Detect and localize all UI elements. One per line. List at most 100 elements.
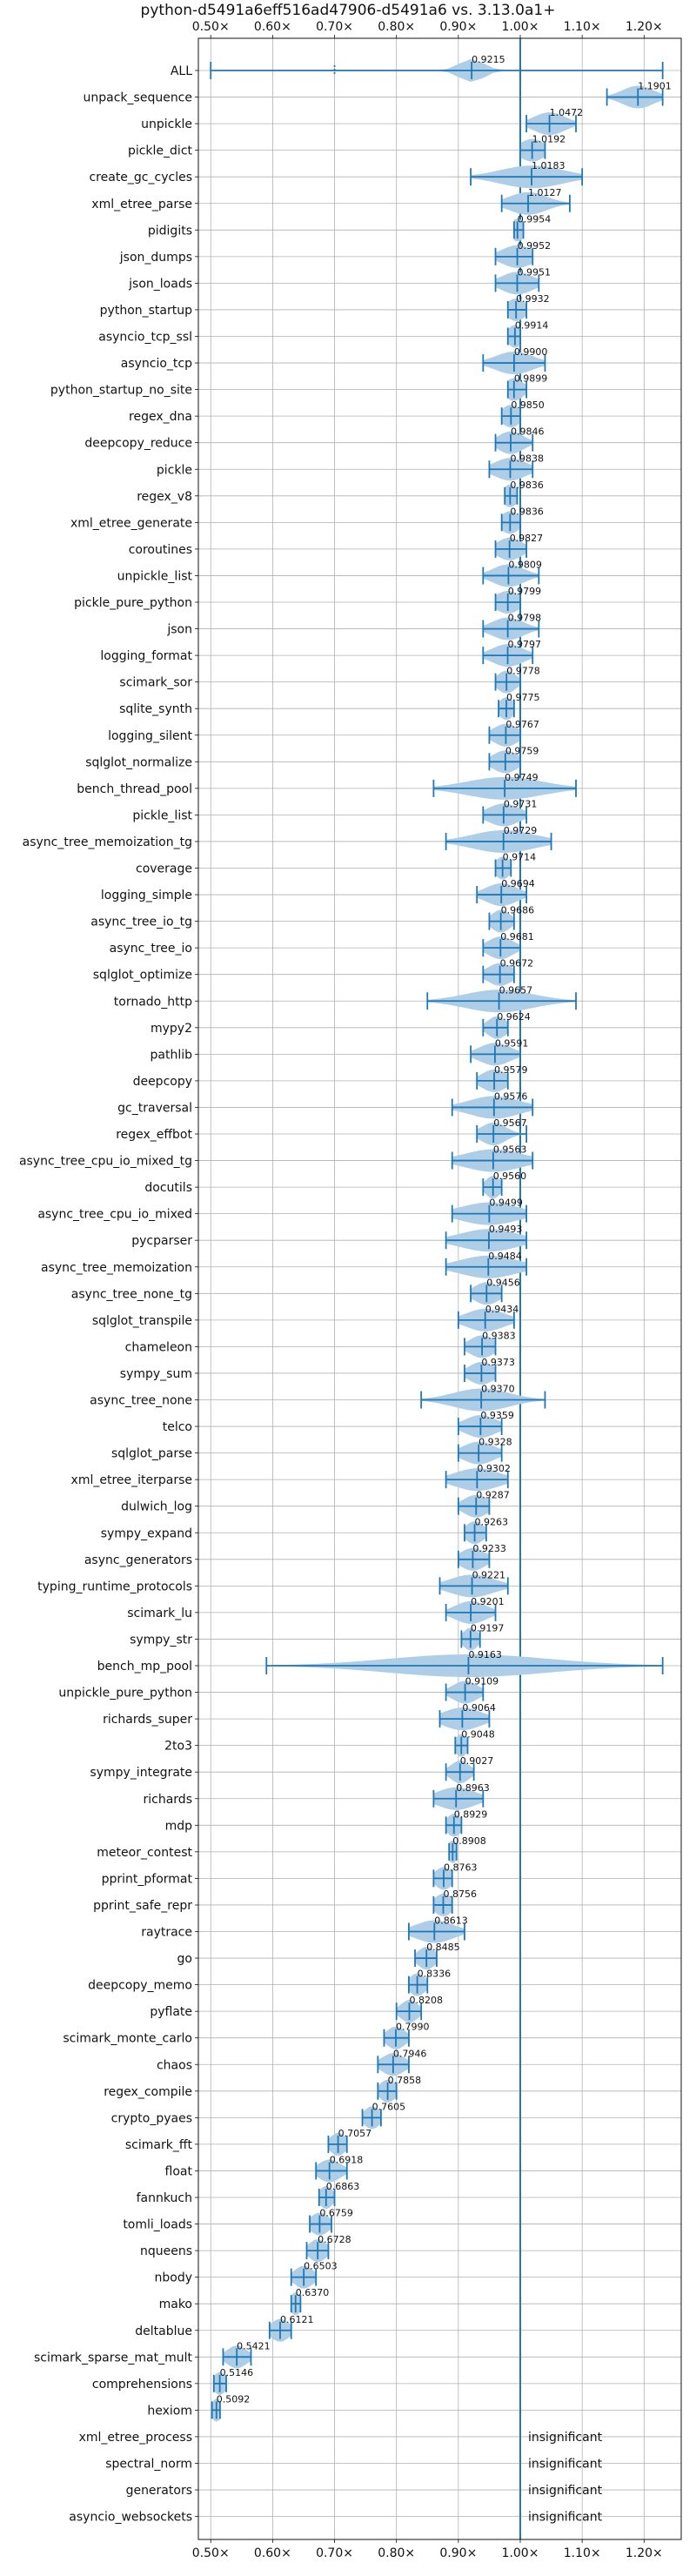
benchmark-label: logging_silent [108,729,192,743]
value-label: 0.9567 [493,1117,527,1129]
value-label: 0.9836 [510,480,544,491]
benchmark-label: async_tree_io_tg [90,916,192,929]
value-label: 0.9287 [476,1490,510,1501]
value-label: 0.8763 [444,1862,477,1873]
value-label: 0.9591 [495,1037,529,1049]
value-label: 0.9672 [500,958,534,969]
value-label: 0.9657 [499,984,533,996]
value-label: 0.9484 [488,1251,522,1262]
value-label: 0.8336 [418,1969,451,1980]
grid-layer [198,38,681,2539]
value-label: 0.9809 [508,559,542,570]
value-label: 0.9027 [460,1755,494,1767]
value-label: 0.6863 [326,2181,360,2192]
value-label: 0.9836 [510,506,544,517]
chart-title: python-d5491a6eff516ad47906-d5491a6 vs. … [140,2,556,19]
value-label: 0.9759 [505,745,539,756]
insignificant-label: insignificant [528,2431,603,2445]
benchmark-label: 2to3 [164,1740,192,1754]
value-label: 0.6759 [319,2208,353,2219]
value-label: 0.9686 [501,905,535,916]
benchmark-label: async_tree_cpu_io_mixed_tg [19,1155,192,1169]
benchmark-label: mypy2 [151,1022,192,1036]
benchmark-label: raytrace [141,1926,192,1940]
mark-layer [210,59,664,2422]
insignificant-label: insignificant [528,2511,603,2525]
value-label: 0.9064 [462,1702,496,1714]
benchmark-label: chameleon [125,1340,192,1354]
benchmark-label: typing_runtime_protocols [37,1580,192,1593]
benchmark-label: chaos [157,2058,192,2072]
benchmark-label: regex_compile [104,2085,192,2099]
value-label: 1.0192 [532,134,566,145]
plot-frame [197,37,682,2540]
value-label: 0.9799 [508,586,542,597]
benchmark-label: deepcopy [133,1075,192,1089]
benchmark-label: sympy_str [130,1633,192,1647]
benchmark-label: async_generators [84,1553,192,1567]
benchmark-label: coverage [136,862,192,876]
value-label: 0.9383 [482,1330,516,1341]
value-label: 0.9493 [489,1224,523,1235]
benchmark-label: async_tree_none_tg [71,1287,192,1301]
benchmark-label: docutils [144,1181,192,1195]
value-label: 0.9201 [471,1596,505,1607]
value-label: 0.9681 [500,931,534,943]
benchmark-label: sqlglot_parse [111,1447,192,1461]
benchmark-label: go [177,1952,192,1966]
value-label: 0.9749 [505,772,539,783]
benchmark-label: hexiom [147,2404,192,2418]
value-label: 0.9359 [480,1410,514,1421]
benchmark-label: json_dumps [119,251,192,265]
benchmark-label: sympy_sum [120,1367,192,1381]
x-tick-label-top: 0.50× [192,20,230,34]
x-tick-label-bottom: 0.50× [192,2546,230,2560]
benchmark-label: python_startup [100,304,192,318]
value-label: 0.9951 [518,266,552,278]
benchmark-label: unpack_sequence [84,91,192,105]
benchmark-label: unpickle [141,117,192,131]
value-label: 0.9370 [481,1384,515,1395]
benchmark-label: scimark_lu [127,1607,192,1620]
label-layer: 0.9215 1.1901 1.0472 1.0192 1.0183 1.0127 0.99… [217,54,672,2525]
value-label: 0.7858 [388,2075,422,2086]
value-label: 0.9215 [472,54,505,65]
quantile-dot [333,68,336,71]
benchmark-label: async_tree_io [110,942,192,956]
x-tick-label-top: 1.20× [626,20,663,34]
x-tick-label-bottom: 1.10× [564,2546,601,2560]
benchmark-label: richards [144,1793,193,1807]
value-label: 0.8756 [443,1888,477,1900]
insignificant-label: insignificant [528,2484,603,2498]
value-label: 0.9932 [516,293,550,305]
value-label: 0.9048 [461,1729,495,1741]
benchmark-label: scimark_sor [119,676,192,690]
x-tick-label-top: 1.10× [564,20,601,34]
benchmark-label: pathlib [151,1048,193,1062]
benchmark-label: pprint_pformat [102,1872,193,1886]
value-label: 0.7605 [372,2101,406,2112]
benchmark-label: async_tree_memoization [41,1261,192,1275]
benchmark-label: ALL [171,64,192,78]
benchmark-label: pickle_list [132,808,192,822]
benchmark-label: nqueens [140,2244,192,2258]
benchmark-label: sqlite_synth [119,702,192,716]
benchmark-label: pidigits [148,224,192,238]
benchmark-label: json [166,623,192,637]
benchmark-label: pickle_pure_python [74,596,192,610]
value-label: 0.9731 [504,798,538,809]
value-label: 0.9163 [468,1649,502,1660]
benchmark-label: xml_etree_iterparse [71,1473,192,1487]
benchmark-label: mako [159,2298,192,2311]
axis-layer: 0.50× 0.50× 0.60× 0.60× 0.70× 0.70× 0.80× 0.80×… [19,20,663,2560]
benchmark-label: xml_etree_process [79,2431,192,2445]
value-label: 1.0127 [528,187,562,198]
value-label: 0.8963 [456,1782,490,1794]
value-label: 0.9456 [486,1277,520,1288]
benchmark-label: fannkuch [137,2191,192,2205]
benchmark-label: dulwich_log [121,1500,192,1514]
quantile-dot [333,71,336,75]
value-label: 0.9775 [506,692,540,703]
frame-layer [197,37,682,2540]
benchmark-label: crypto_pyaes [111,2111,192,2125]
